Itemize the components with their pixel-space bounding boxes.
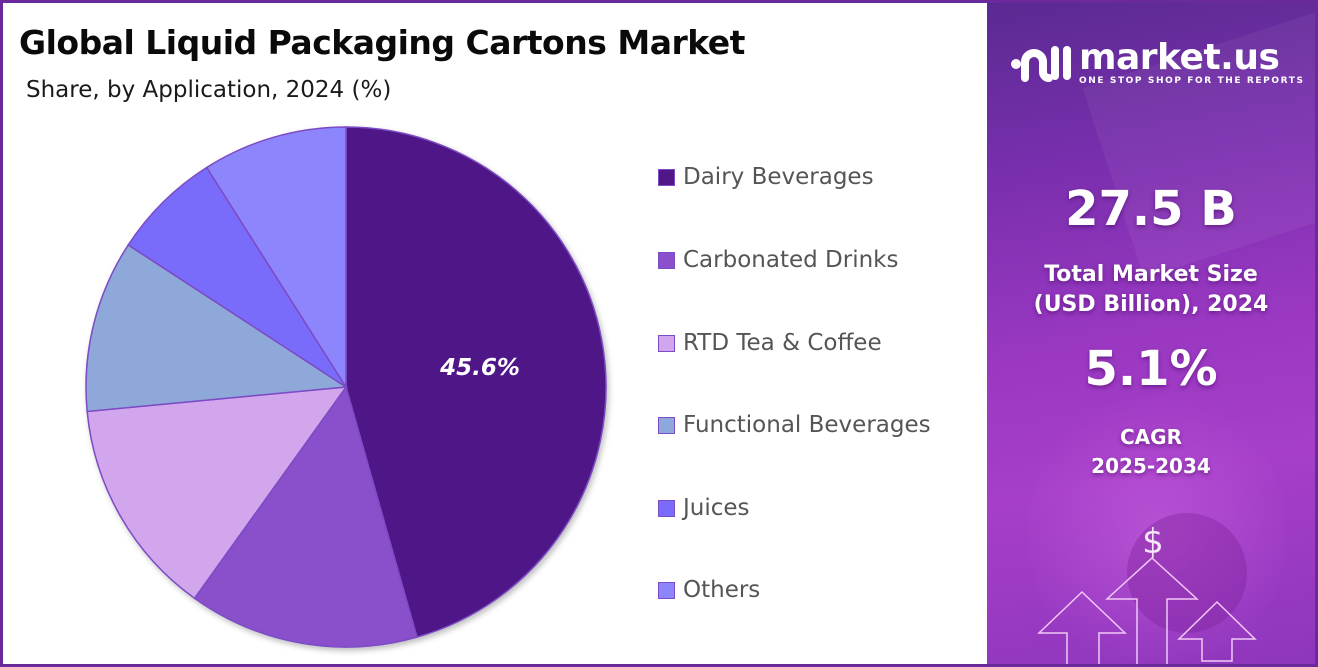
legend-label: Juices — [683, 495, 750, 521]
cagr-value: 5.1% — [1084, 341, 1218, 397]
legend-swatch — [658, 334, 675, 352]
legend-item-rtd-tea-coffee: RTD Tea & Coffee — [658, 328, 882, 358]
pie-slice-functional-beverages — [85, 243, 349, 413]
legend-swatch — [658, 499, 675, 517]
legend-swatch — [658, 251, 675, 269]
market-size-value: 27.5 B — [1065, 181, 1237, 237]
legend-label: Carbonated Drinks — [683, 247, 899, 273]
market-size-label-line2: (USD Billion), 2024 — [1033, 292, 1269, 317]
background-decoration — [1127, 513, 1247, 633]
legend-swatch — [658, 581, 675, 599]
chart-title: Global Liquid Packaging Cartons Market — [19, 23, 745, 62]
market-us-logo-icon — [1011, 46, 1071, 82]
chart-panel: Global Liquid Packaging Cartons Market S… — [3, 3, 987, 664]
market-size-label-line1: Total Market Size — [1044, 262, 1258, 287]
stats-panel: market.us ONE STOP SHOP FOR THE REPORTS … — [987, 3, 1315, 664]
pie-slice-juices — [127, 166, 347, 388]
pie-slice-carbonated-drinks — [193, 385, 418, 648]
legend-item-functional-beverages: Functional Beverages — [658, 410, 931, 440]
legend-item-others: Others — [658, 575, 760, 605]
legend-label: RTD Tea & Coffee — [683, 330, 882, 356]
brand-logo: market.us ONE STOP SHOP FOR THE REPORTS — [1009, 38, 1305, 88]
pie-slice-dairy-beverages — [345, 126, 607, 639]
pie-slice-others — [205, 126, 347, 390]
legend-swatch — [658, 416, 675, 434]
legend-swatch — [658, 168, 675, 186]
legend-label: Dairy Beverages — [683, 164, 874, 190]
background-decoration — [1027, 383, 1287, 664]
legend-item-carbonated-drinks: Carbonated Drinks — [658, 245, 898, 275]
legend-item-dairy-beverages: Dairy Beverages — [658, 162, 874, 192]
pie-chart: 45.6% — [85, 126, 607, 648]
chart-subtitle: Share, by Application, 2024 (%) — [26, 77, 392, 103]
pie-slice-rtd-tea-coffee — [86, 386, 348, 600]
cagr-label-line1: CAGR — [1120, 425, 1182, 449]
brand-name: market.us — [1079, 36, 1280, 78]
cagr-label-line2: 2025-2034 — [1091, 454, 1211, 478]
brand-tagline: ONE STOP SHOP FOR THE REPORTS — [1079, 75, 1305, 86]
growth-arrows-icon: $ — [1037, 522, 1257, 664]
legend-label: Others — [683, 577, 761, 603]
pie-data-label: 45.6% — [439, 355, 520, 381]
legend-label: Functional Beverages — [683, 412, 931, 438]
legend-item-juices: Juices — [658, 493, 750, 523]
dollar-icon: $ — [1142, 522, 1164, 562]
